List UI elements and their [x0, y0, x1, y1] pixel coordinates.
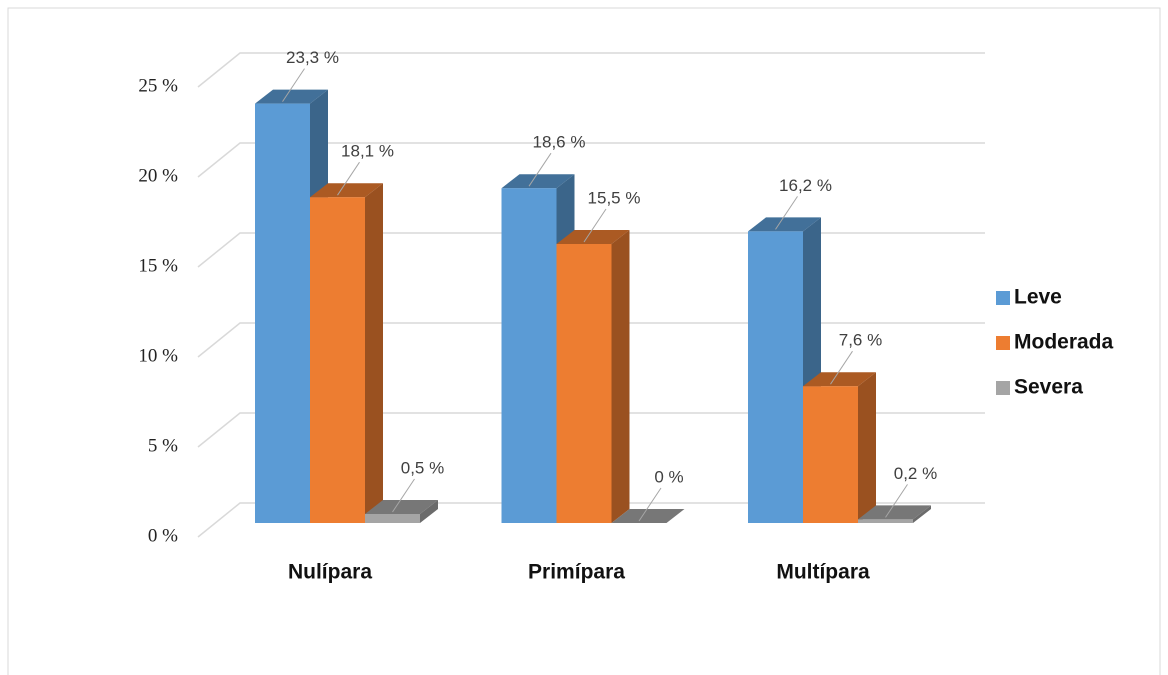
- bar-top: [365, 500, 438, 514]
- bar: [858, 505, 931, 523]
- y-tick-label: 10 %: [138, 345, 178, 366]
- grid-line: [197, 502, 985, 538]
- leader-line: [282, 68, 305, 102]
- bar-side: [611, 230, 630, 523]
- bar-side: [913, 505, 931, 523]
- x-tick-label: Primípara: [528, 561, 625, 584]
- legend-label: Severa: [1014, 376, 1083, 399]
- bar: [365, 500, 438, 523]
- legend-swatch: [996, 381, 1010, 395]
- bar-top: [858, 505, 931, 520]
- value-label: 0,5 %: [401, 458, 444, 477]
- bar: [803, 372, 876, 523]
- bar-front: [803, 386, 858, 523]
- leader-line: [885, 484, 908, 518]
- bar-side: [858, 372, 876, 523]
- leader-line: [775, 196, 798, 230]
- bar-side: [420, 500, 438, 523]
- bar-front: [556, 244, 612, 523]
- bar-top: [803, 372, 876, 387]
- y-tick-label: 5 %: [148, 435, 178, 456]
- grid-line: [197, 52, 985, 88]
- leader-line: [830, 350, 853, 385]
- bar-front: [365, 514, 420, 523]
- bar-top: [310, 183, 383, 198]
- bar: [611, 509, 685, 523]
- bar-front: [255, 103, 310, 523]
- legend-swatch: [996, 291, 1010, 305]
- y-tick-label: 25 %: [138, 75, 178, 96]
- bar-top: [611, 509, 685, 523]
- grid-line: [197, 142, 985, 178]
- x-tick-label: Nulípara: [288, 561, 372, 584]
- bar-top: [255, 89, 328, 104]
- value-label: 23,3 %: [286, 48, 339, 67]
- bar-front: [310, 197, 365, 523]
- value-label: 18,1 %: [341, 142, 394, 161]
- leader-line: [583, 208, 607, 243]
- chart-border: [7, 7, 1161, 675]
- x-tick-label: Multípara: [776, 561, 870, 584]
- value-label: 15,5 %: [588, 188, 641, 207]
- bar-front: [501, 188, 557, 523]
- value-label: 18,6 %: [533, 133, 586, 152]
- grid-line: [197, 232, 985, 268]
- leader-line: [337, 161, 360, 196]
- grid-line: [197, 412, 985, 448]
- bar: [556, 230, 630, 523]
- bar-top: [501, 174, 575, 189]
- legend-label: Leve: [1014, 286, 1062, 309]
- bar-top: [748, 217, 821, 232]
- legend-label: Moderada: [1014, 331, 1114, 354]
- value-label: 16,2 %: [779, 176, 832, 195]
- y-tick-label: 15 %: [138, 255, 178, 276]
- bar-top: [556, 230, 630, 244]
- y-tick-label: 0 %: [148, 525, 178, 546]
- legend-swatch: [996, 336, 1010, 350]
- leader-line: [528, 152, 552, 187]
- value-label: 0,2 %: [894, 464, 937, 483]
- bar: [310, 183, 383, 523]
- bar-front: [858, 519, 913, 523]
- y-tick-label: 20 %: [138, 165, 178, 186]
- value-label: 7,6 %: [839, 331, 882, 350]
- leader-line: [392, 478, 415, 513]
- leader-line: [638, 487, 662, 522]
- bar-side: [365, 183, 383, 523]
- bar-front: [748, 231, 803, 523]
- grid-line: [197, 322, 985, 358]
- value-label: 0 %: [654, 467, 683, 486]
